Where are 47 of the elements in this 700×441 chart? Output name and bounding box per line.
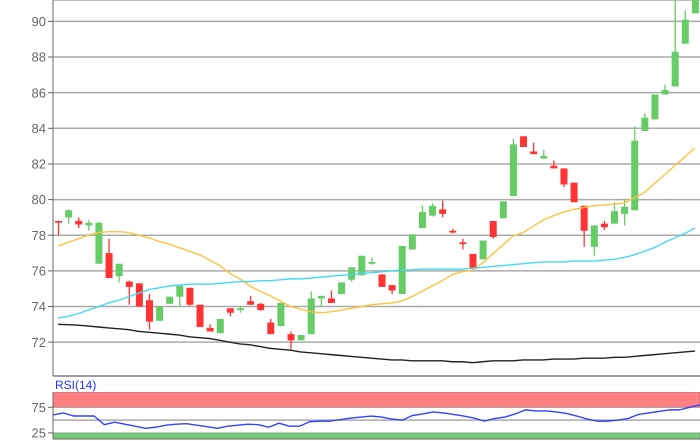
candlestick xyxy=(439,200,446,218)
candlestick xyxy=(186,287,194,306)
candlestick xyxy=(65,208,72,224)
candlestick xyxy=(570,182,578,203)
candlestick xyxy=(146,293,153,330)
line-series xyxy=(57,147,696,314)
candlestick xyxy=(176,285,184,308)
candlestick xyxy=(378,274,386,288)
candlestick xyxy=(621,198,628,226)
candlestick xyxy=(611,202,618,224)
candlestick xyxy=(288,330,295,350)
y-tick-label: 75 xyxy=(32,400,46,415)
candlestick xyxy=(560,168,568,188)
y-tick-label: 82 xyxy=(32,156,46,172)
y-tick-label: 25 xyxy=(32,425,46,440)
candlestick xyxy=(126,280,133,306)
candlestick xyxy=(590,224,598,256)
candlestick xyxy=(267,318,274,335)
candlestick xyxy=(692,0,699,14)
candlestick xyxy=(116,263,123,284)
candlestick xyxy=(328,290,335,304)
chart-title: RSI(14) xyxy=(55,378,96,392)
candlestick xyxy=(500,200,507,219)
candlestick xyxy=(358,255,366,276)
line-series xyxy=(57,324,696,364)
line-series xyxy=(52,404,700,429)
candlestick xyxy=(641,112,648,132)
candlestick xyxy=(480,240,487,260)
candlestick xyxy=(85,219,92,232)
y-tick-label: 88 xyxy=(32,50,46,65)
y-tick-label: 90 xyxy=(32,14,46,29)
y-tick-label: 78 xyxy=(32,228,46,243)
y-tick-label: 76 xyxy=(32,263,46,278)
y-tick-label: 74 xyxy=(32,299,46,314)
candlestick xyxy=(408,234,416,250)
candlestick xyxy=(490,220,497,240)
y-tick-label: 84 xyxy=(32,120,46,136)
candlestick xyxy=(418,205,426,229)
y-tick-label: 86 xyxy=(32,85,46,100)
candlestick xyxy=(156,306,164,322)
candlestick xyxy=(75,216,82,229)
candlestick xyxy=(196,304,204,328)
candlestick xyxy=(662,84,669,96)
y-tick-label: 72 xyxy=(32,334,46,350)
candlestick xyxy=(429,202,436,218)
y-tick-label: 80 xyxy=(32,192,46,208)
line-series xyxy=(57,227,696,319)
